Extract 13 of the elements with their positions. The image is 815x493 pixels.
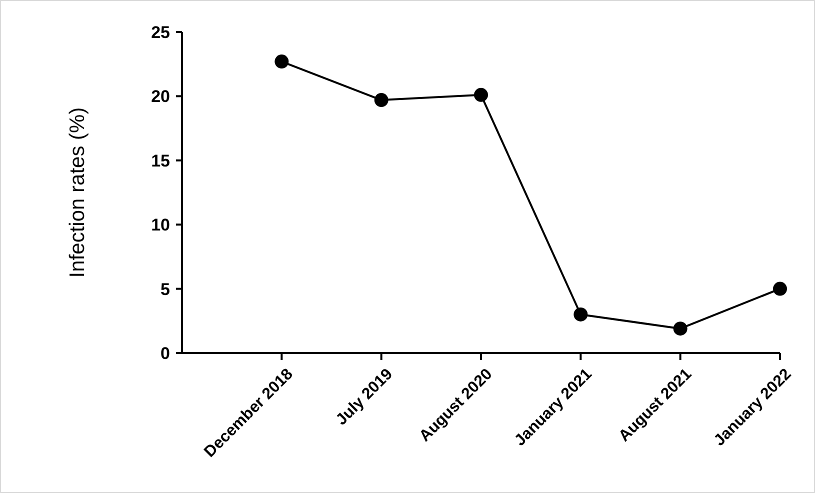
point	[574, 307, 588, 322]
y-axis-title: Infection rates (%)	[66, 107, 89, 278]
point	[374, 93, 388, 108]
point	[474, 88, 488, 102]
point	[673, 322, 688, 336]
y-tick-label: 15	[151, 151, 170, 170]
y-tick-label: 10	[151, 216, 170, 235]
y-tick-label: 5	[160, 280, 170, 299]
point	[773, 282, 787, 296]
point	[274, 54, 289, 69]
y-tick-label: 25	[151, 22, 170, 42]
y-tick-label: 0	[160, 344, 170, 363]
y-tick-label: 20	[151, 87, 170, 106]
